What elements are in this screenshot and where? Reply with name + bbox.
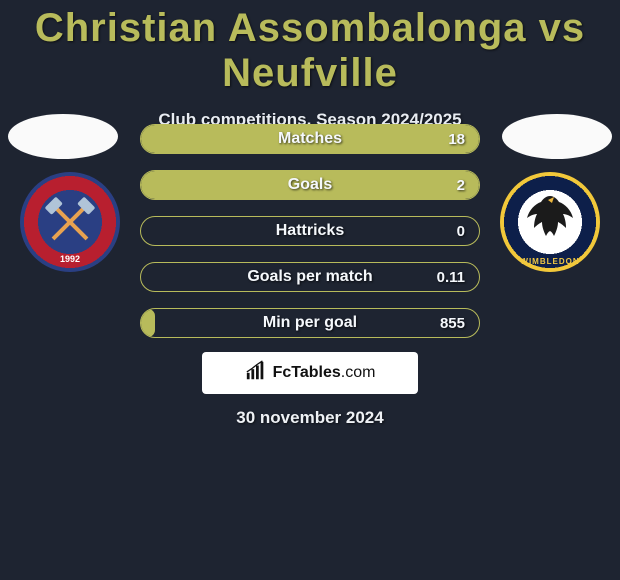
stat-row: Goals2: [140, 170, 480, 200]
brand-tld: .com: [341, 364, 376, 381]
eagle-icon: [518, 190, 582, 254]
stat-value: 2: [457, 171, 465, 199]
page-title: Christian Assombalonga vs Neufville: [0, 0, 620, 96]
stat-row: Min per goal855: [140, 308, 480, 338]
club-crest-right: WIMBLEDON: [500, 172, 600, 272]
stat-label: Hattricks: [141, 217, 479, 245]
crest-year-left: 1992: [20, 254, 120, 264]
stat-value: 0: [457, 217, 465, 245]
comparison-date: 30 november 2024: [0, 408, 620, 428]
stat-label: Min per goal: [141, 309, 479, 337]
stat-value: 0.11: [437, 263, 465, 291]
crest-arc-right: WIMBLEDON: [500, 257, 600, 266]
player-avatar-left: [8, 114, 118, 159]
stat-value: 855: [440, 309, 465, 337]
stat-label: Goals: [141, 171, 479, 199]
stat-row: Hattricks0: [140, 216, 480, 246]
stat-value: 18: [448, 125, 465, 153]
hammers-icon: [40, 192, 100, 252]
stats-panel: Matches18 Goals2 Hattricks0 Goals per match…: [140, 124, 480, 354]
brand-text: FcTables.com: [273, 364, 376, 382]
club-crest-left: 1992: [20, 172, 120, 272]
stat-label: Matches: [141, 125, 479, 153]
brand-name: FcTables: [273, 364, 341, 381]
stat-label: Goals per match: [141, 263, 479, 291]
comparison-card: Christian Assombalonga vs Neufville Club…: [0, 0, 620, 580]
brand-badge[interactable]: FcTables.com: [202, 352, 418, 394]
bar-chart-icon: [245, 360, 267, 387]
stat-row: Matches18: [140, 124, 480, 154]
stat-row: Goals per match0.11: [140, 262, 480, 292]
player-avatar-right: [502, 114, 612, 159]
